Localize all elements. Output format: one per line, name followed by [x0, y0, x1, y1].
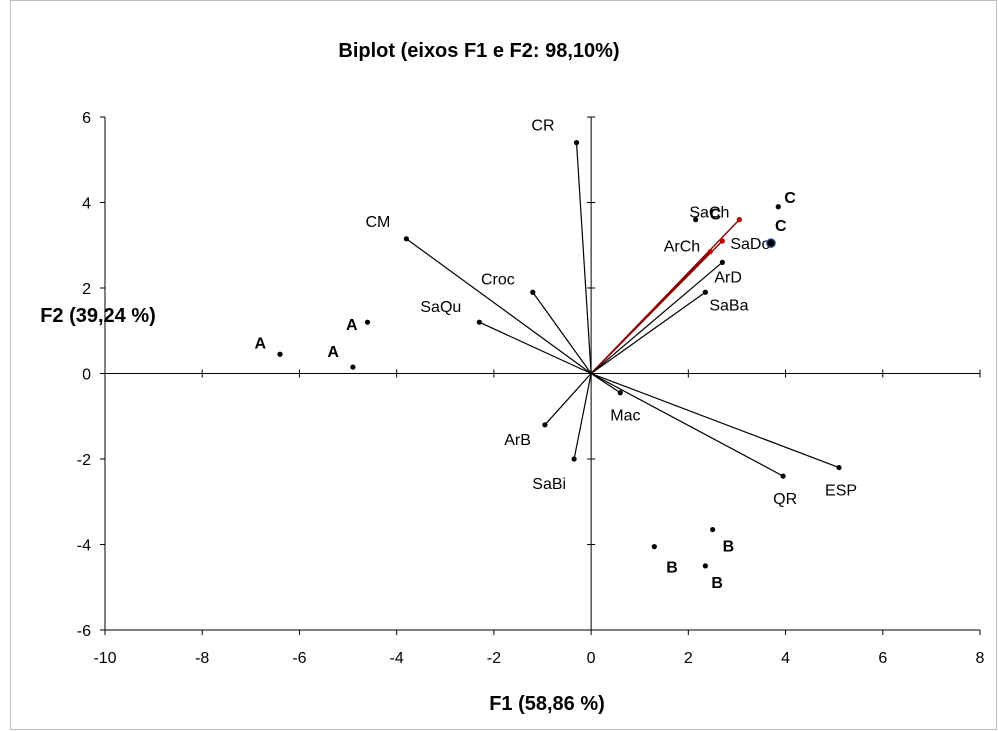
chart-frame [10, 0, 997, 730]
observation-point-a [364, 319, 371, 325]
vector-point-cm [403, 236, 409, 242]
x-axis-title: F1 (58,86 %) [489, 693, 605, 715]
observation-point-c [766, 238, 776, 248]
observation-label-b: B [666, 560, 678, 577]
vector-point-sabi [571, 456, 577, 462]
observation-label-a: A [346, 317, 358, 334]
axes: -10 -8 -6 -4 -2 0 2 4 6 8 -6 -4 -2 0 2 4 6 [77, 110, 985, 667]
y-tick-label: 2 [82, 281, 91, 298]
x-tick-label: -4 [390, 650, 404, 667]
variable-label-cr: CR [531, 118, 554, 135]
y-axis-title: F2 (39,24 %) [40, 305, 156, 327]
observation-point-b [710, 526, 716, 533]
vector-esp [590, 372, 840, 469]
vector-cm [406, 238, 592, 374]
observation-label-c: C [784, 190, 796, 207]
y-tick-label: -4 [77, 538, 91, 555]
variable-label-arb: ArB [504, 432, 531, 449]
variable-label-arch: ArCh [664, 239, 700, 256]
y-tick-label: 4 [82, 196, 91, 213]
vector-point-sado [719, 238, 725, 244]
x-tick-label: 4 [781, 650, 790, 667]
vector-point-mac [617, 390, 623, 396]
observation-label-a: A [254, 335, 266, 352]
vector-point-qr [780, 473, 786, 479]
vector-point-saba [702, 289, 708, 295]
x-tick-label: -6 [292, 650, 306, 667]
variable-label-ard: ArD [714, 269, 742, 286]
vector-saba [590, 291, 706, 374]
variable-label-saba: SaBa [709, 297, 748, 314]
observation-label-c: C [775, 218, 787, 235]
vector-point-cr [573, 140, 580, 146]
vector-point-sach [736, 217, 742, 223]
vector-croc [532, 291, 592, 374]
variable-label-croc: Croc [481, 271, 515, 288]
vector-ard [590, 261, 723, 374]
variable-label-sach: SaCh [689, 205, 729, 222]
vector-cr [575, 142, 592, 374]
x-tick-label: 0 [587, 650, 596, 667]
variable-label-qr: QR [773, 491, 797, 508]
y-tick-label: -2 [77, 452, 91, 469]
observation-point-b [702, 563, 708, 569]
vector-qr [590, 372, 784, 477]
chart-title: Biplot (eixos F1 e F2: 98,10%) [338, 40, 619, 62]
observation-label-a: A [327, 344, 339, 361]
vector-point-arch [707, 249, 713, 255]
variable-label-sabi: SaBi [532, 476, 566, 493]
observation-label-c: C [710, 207, 722, 224]
variable-label-saqu: SaQu [420, 299, 461, 316]
y-tick-label: 6 [82, 110, 91, 127]
vector-highlight-arch [590, 251, 711, 374]
observation-label-b: B [723, 539, 735, 556]
y-tick-label: -6 [77, 623, 91, 640]
observation-label-b: B [711, 575, 723, 592]
observation-point-a [277, 351, 283, 357]
x-tick-label: 2 [684, 650, 693, 667]
vector-point-ard [719, 259, 725, 265]
x-tick-label: -10 [93, 650, 116, 667]
vector-sabi [573, 373, 592, 460]
variable-label-mac: Mac [610, 408, 640, 425]
observation-point-c [693, 217, 699, 223]
observation-point-c [775, 204, 781, 210]
y-tick-label: 0 [82, 367, 91, 384]
x-tick-label: 8 [976, 650, 985, 667]
x-tick-label: -2 [487, 650, 501, 667]
observation-point-b [651, 544, 657, 550]
x-tick-label: 6 [878, 650, 887, 667]
vector-point-esp [836, 464, 842, 471]
vector-saqu [479, 321, 592, 375]
vector-arb [544, 373, 592, 426]
vector-point-saqu [476, 319, 482, 325]
vector-point-croc [530, 289, 536, 295]
variable-label-esp: ESP [825, 483, 857, 500]
variable-label-sado: SaDo [730, 236, 770, 253]
x-tick-label: -8 [195, 650, 209, 667]
variable-label-cm: CM [365, 214, 390, 231]
observation-point-a [350, 364, 356, 370]
vector-point-arb [542, 422, 548, 428]
